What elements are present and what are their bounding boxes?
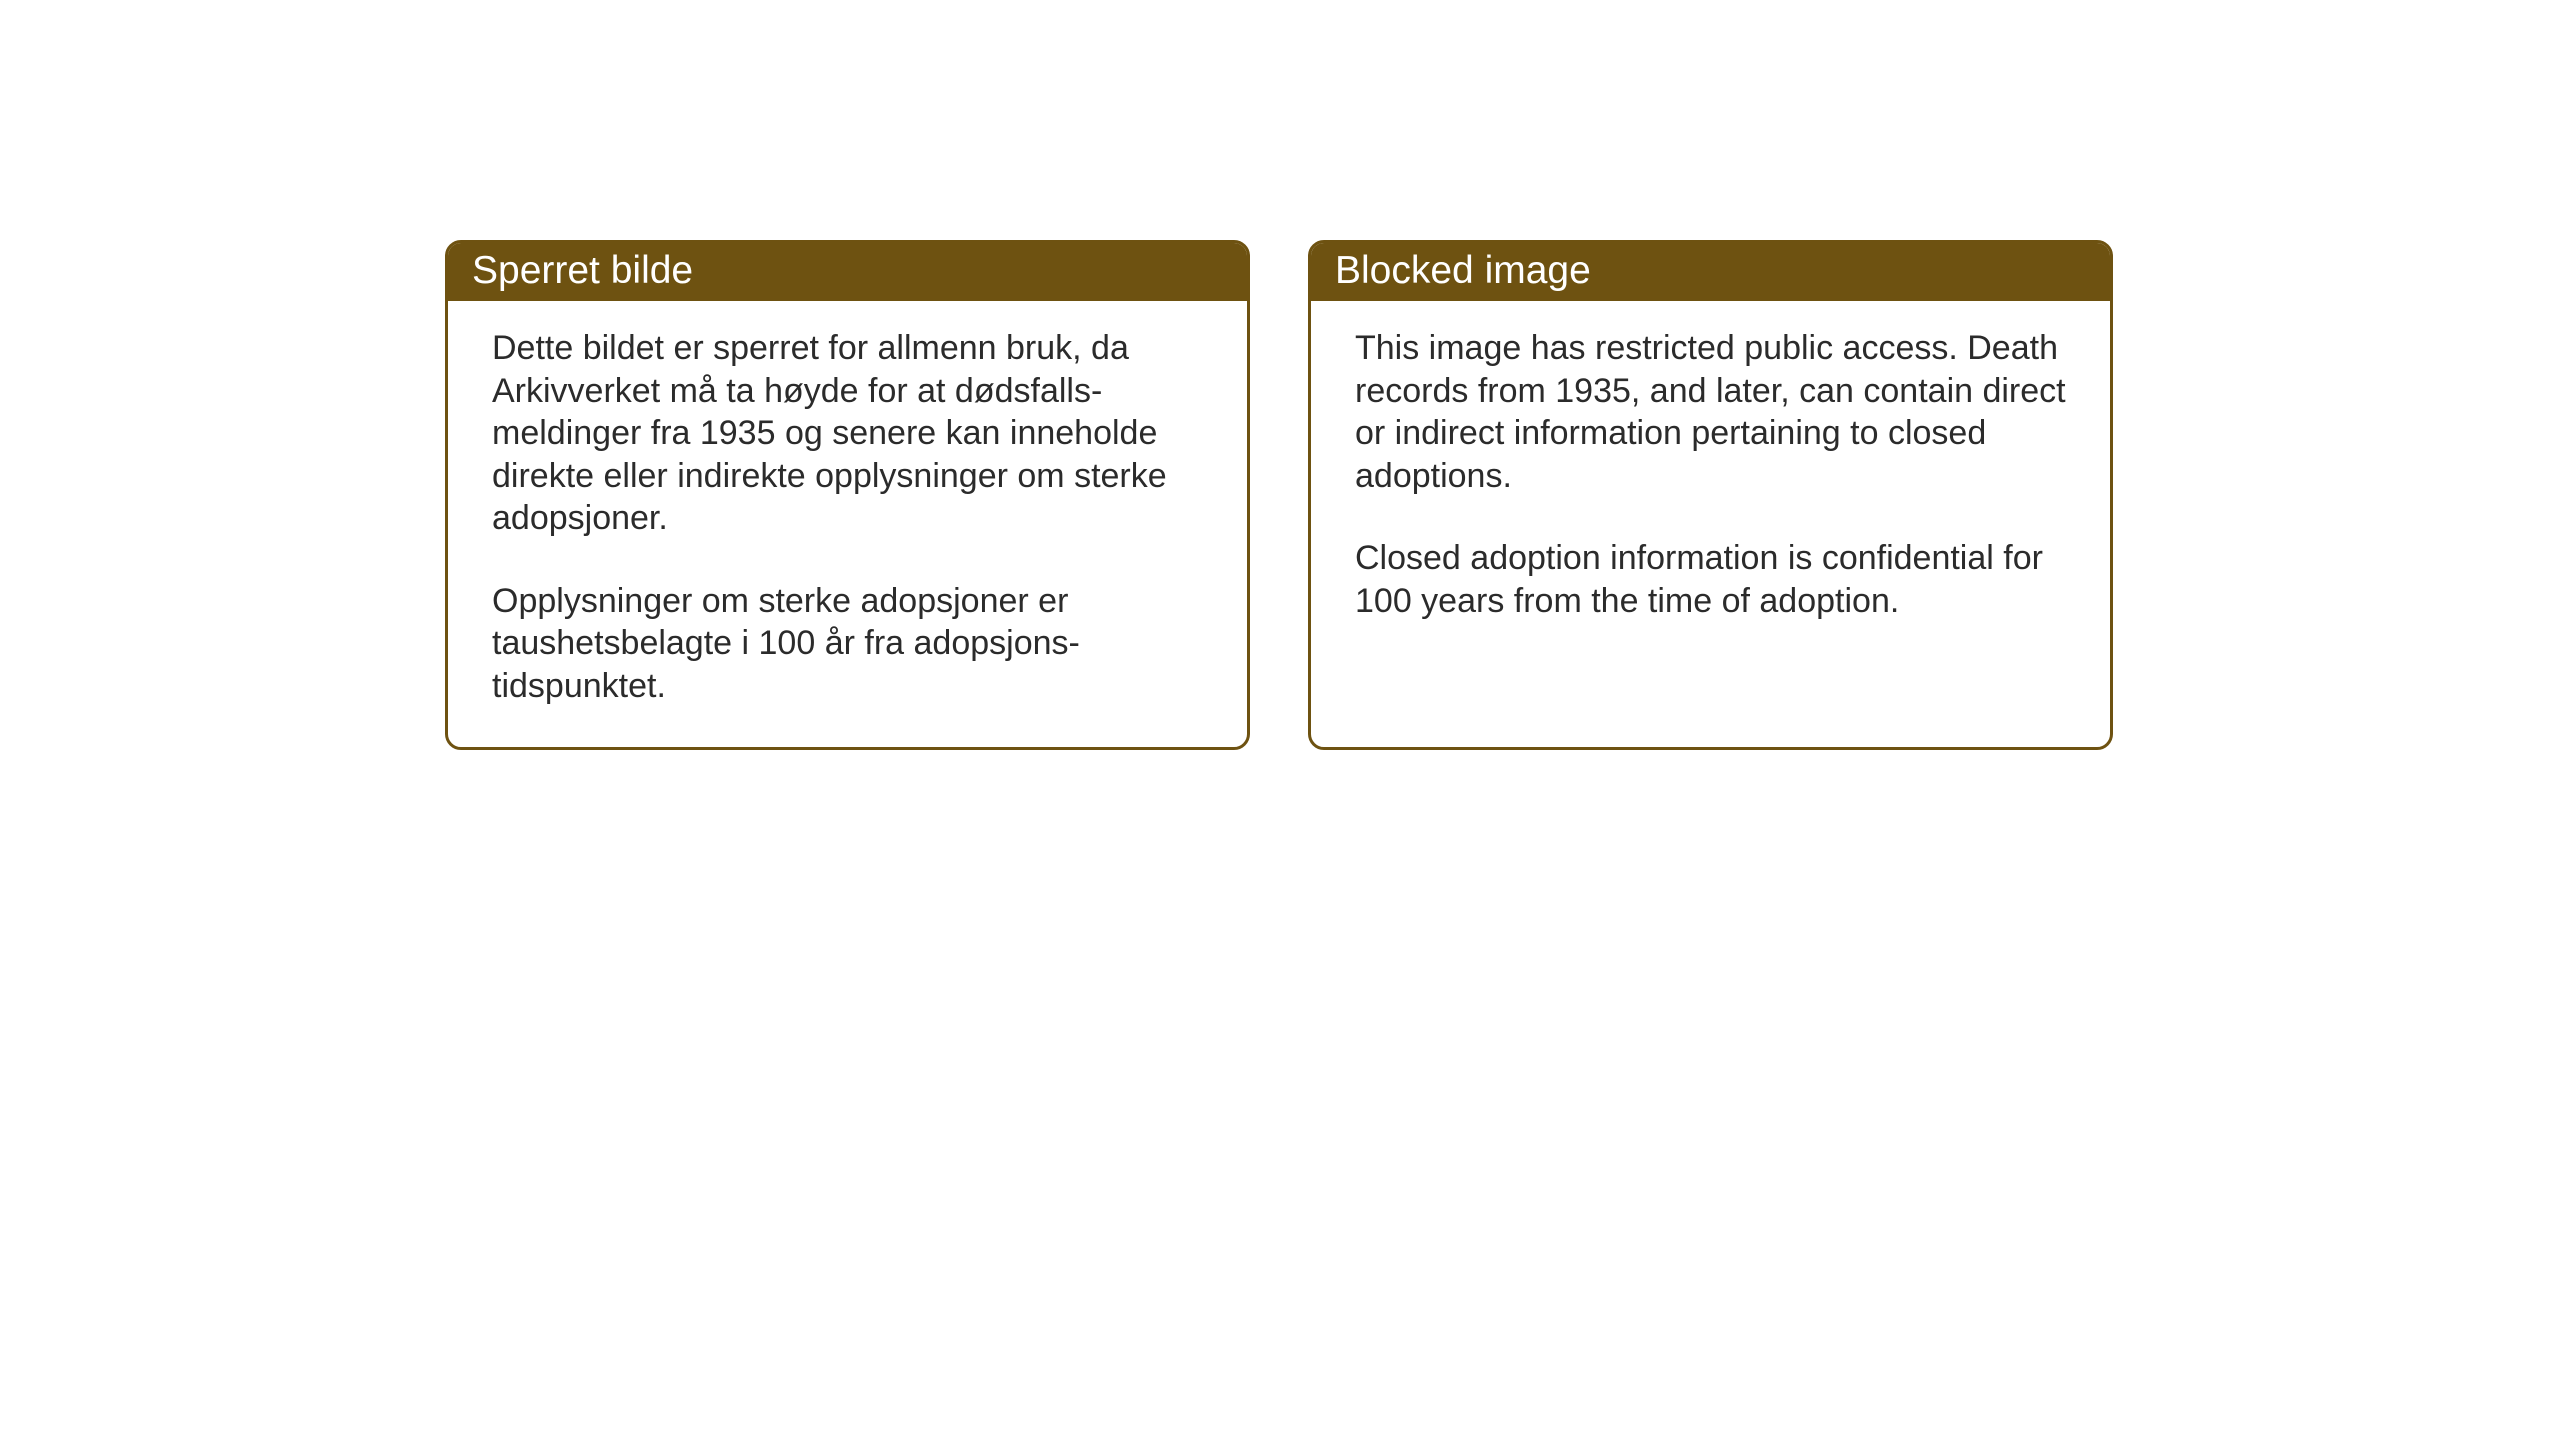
- notice-card-english: Blocked image This image has restricted …: [1308, 240, 2113, 750]
- notice-paragraph-1-norwegian: Dette bildet er sperret for allmenn bruk…: [492, 327, 1203, 540]
- notice-body-norwegian: Dette bildet er sperret for allmenn bruk…: [448, 301, 1247, 747]
- notice-paragraph-1-english: This image has restricted public access.…: [1355, 327, 2066, 497]
- notice-header-english: Blocked image: [1311, 243, 2110, 301]
- notice-body-english: This image has restricted public access.…: [1311, 301, 2110, 739]
- notice-card-norwegian: Sperret bilde Dette bildet er sperret fo…: [445, 240, 1250, 750]
- notice-paragraph-2-english: Closed adoption information is confident…: [1355, 537, 2066, 622]
- notice-title-english: Blocked image: [1335, 249, 1591, 292]
- notice-paragraph-2-norwegian: Opplysninger om sterke adopsjoner er tau…: [492, 580, 1203, 708]
- notice-header-norwegian: Sperret bilde: [448, 243, 1247, 301]
- notice-container: Sperret bilde Dette bildet er sperret fo…: [445, 240, 2113, 750]
- notice-title-norwegian: Sperret bilde: [472, 249, 693, 292]
